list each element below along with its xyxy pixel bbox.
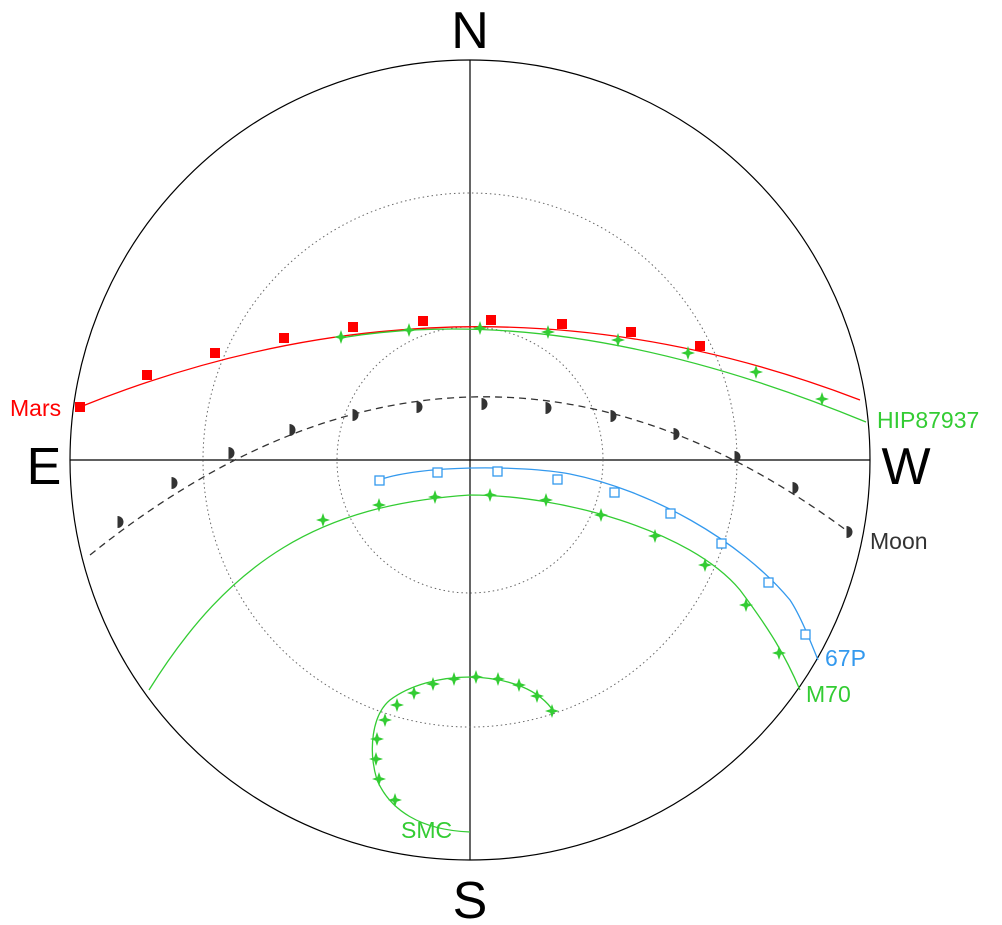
- smc-marker: [369, 752, 383, 766]
- track-67p: 67P: [374, 466, 866, 671]
- m70-marker: [372, 498, 386, 512]
- smc-marker: [370, 732, 384, 746]
- compass-east: E: [27, 438, 62, 496]
- m70-marker: [483, 488, 497, 502]
- moon-marker: [846, 526, 853, 538]
- mars-marker: [348, 322, 358, 332]
- mars-marker: [695, 341, 705, 351]
- track-smc: SMC: [369, 670, 559, 843]
- m70-marker: [772, 646, 786, 660]
- smc-marker: [390, 698, 404, 712]
- smc-marker: [491, 672, 505, 686]
- comet-67p-marker: [552, 474, 563, 485]
- comet-67p-marker: [492, 466, 503, 477]
- label-67p: 67P: [825, 645, 866, 671]
- moon-marker: [792, 482, 799, 494]
- smc-marker: [545, 704, 559, 718]
- hip87937-marker: [334, 330, 348, 344]
- m70-marker: [316, 513, 330, 527]
- m70-path: [148, 494, 801, 691]
- smc-marker: [447, 672, 461, 686]
- m70-marker: [428, 490, 442, 504]
- track-m70: M70: [148, 488, 851, 707]
- comet-67p-marker: [432, 467, 443, 478]
- smc-marker: [372, 772, 386, 786]
- hip87937-marker: [681, 346, 695, 360]
- smc-path: [371, 676, 555, 833]
- moon-marker: [289, 424, 296, 436]
- m70-marker: [739, 598, 753, 612]
- smc-marker: [378, 713, 392, 727]
- smc-marker: [407, 686, 421, 700]
- m70-marker: [594, 508, 608, 522]
- smc-marker: [426, 677, 440, 691]
- track-hip87937: HIP87937: [334, 321, 979, 433]
- comet-67p-path: [378, 467, 819, 661]
- mars-path: [79, 326, 861, 408]
- comet-67p-marker: [374, 475, 385, 486]
- moon-marker: [610, 410, 617, 422]
- mars-marker: [418, 316, 428, 326]
- moon-marker: [416, 401, 423, 413]
- moon-marker: [228, 447, 235, 459]
- hip87937-marker: [473, 321, 487, 335]
- track-moon: Moon: [89, 396, 928, 556]
- moon-marker: [352, 409, 359, 421]
- moon-marker: [734, 451, 741, 463]
- mars-marker: [142, 370, 152, 380]
- label-m70: M70: [806, 681, 851, 707]
- comet-67p-marker: [609, 487, 620, 498]
- label-mars: Mars: [10, 395, 61, 421]
- comet-67p-marker: [716, 538, 727, 549]
- smc-marker: [530, 689, 544, 703]
- label-moon: Moon: [870, 528, 928, 554]
- mars-marker: [626, 327, 636, 337]
- m70-marker: [648, 529, 662, 543]
- m70-marker: [539, 493, 553, 507]
- hip87937-marker: [749, 365, 763, 379]
- track-mars: Mars: [10, 315, 861, 421]
- moon-marker: [171, 477, 178, 489]
- comet-67p-marker: [763, 577, 774, 588]
- compass-north: N: [451, 2, 489, 60]
- compass-south: S: [453, 872, 488, 925]
- moon-marker: [673, 428, 680, 440]
- comet-67p-marker: [800, 629, 811, 640]
- smc-marker: [512, 678, 526, 692]
- m70-marker: [698, 558, 712, 572]
- mars-marker: [557, 319, 567, 329]
- moon-marker: [117, 516, 124, 528]
- mars-marker: [279, 333, 289, 343]
- mars-marker: [75, 402, 85, 412]
- label-smc: SMC: [401, 817, 452, 843]
- mars-marker: [210, 348, 220, 358]
- moon-path: [89, 396, 851, 556]
- hip87937-marker: [402, 323, 416, 337]
- moon-marker: [481, 398, 488, 410]
- hip87937-marker: [815, 392, 829, 406]
- hip87937-marker: [541, 325, 555, 339]
- smc-marker: [469, 670, 483, 684]
- smc-marker: [388, 793, 402, 807]
- mars-marker: [486, 315, 496, 325]
- comet-67p-marker: [665, 508, 676, 519]
- label-hip87937: HIP87937: [877, 407, 979, 433]
- compass-west: W: [881, 438, 930, 496]
- moon-marker: [545, 402, 552, 414]
- hip87937-marker: [611, 333, 625, 347]
